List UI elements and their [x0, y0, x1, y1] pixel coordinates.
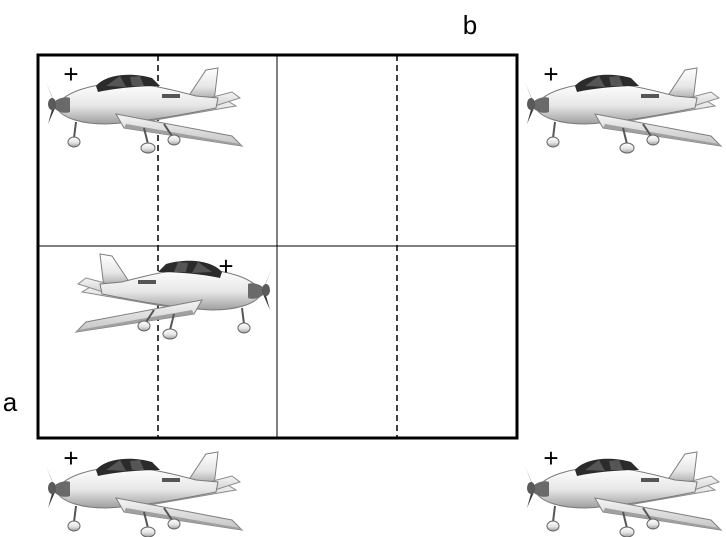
airplane-icon: [75, 253, 273, 340]
cross-marker: +: [543, 59, 558, 89]
cross-marker: +: [218, 251, 233, 281]
label-b: b: [463, 10, 477, 40]
cross-marker: +: [63, 443, 78, 473]
label-a: a: [3, 387, 18, 417]
cross-marker: +: [543, 443, 558, 473]
cross-marker: +: [63, 59, 78, 89]
